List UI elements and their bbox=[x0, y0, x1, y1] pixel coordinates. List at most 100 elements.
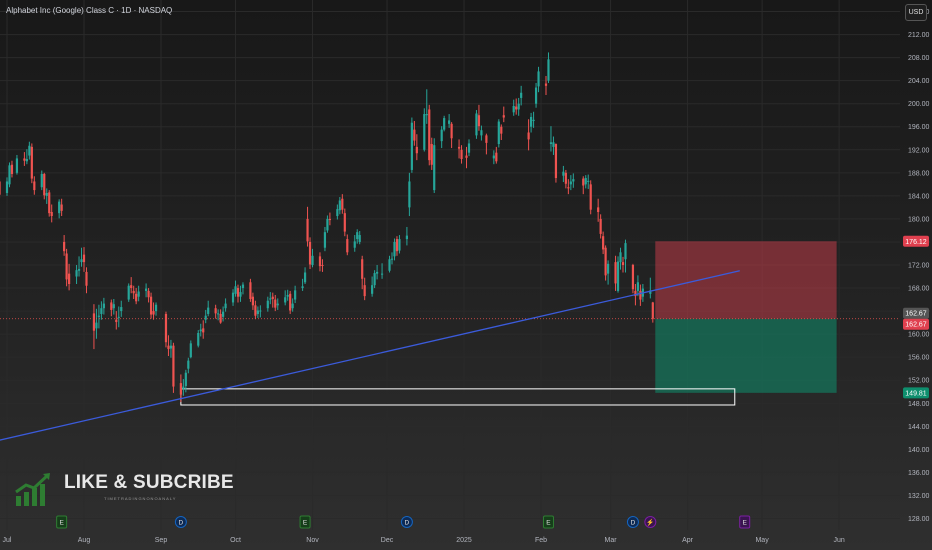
candle-body bbox=[224, 303, 227, 309]
event-symbol: D bbox=[405, 520, 410, 527]
candle-body bbox=[271, 296, 274, 299]
y-tick-label: 180.00 bbox=[908, 216, 930, 223]
candle-body bbox=[80, 259, 83, 263]
price-label-text: 176.12 bbox=[905, 239, 927, 246]
candle-body bbox=[214, 308, 217, 314]
y-tick-label: 128.00 bbox=[908, 516, 930, 523]
candle-body bbox=[149, 296, 153, 315]
candle-body bbox=[393, 241, 396, 257]
candle-body bbox=[425, 114, 428, 116]
event-symbol: E bbox=[546, 520, 551, 527]
candle-body bbox=[241, 284, 245, 289]
candle-body bbox=[291, 303, 294, 309]
candle-body bbox=[544, 83, 548, 86]
y-tick-label: 212.00 bbox=[908, 32, 930, 39]
candle-body bbox=[380, 273, 384, 275]
trendline[interactable] bbox=[0, 270, 740, 441]
candle-body bbox=[336, 209, 339, 217]
candle-body bbox=[318, 256, 322, 267]
candle-body bbox=[356, 232, 359, 240]
candle-body bbox=[137, 291, 140, 297]
candle-body bbox=[130, 285, 133, 289]
candle-body bbox=[631, 265, 635, 290]
candle-body bbox=[527, 132, 530, 140]
candle-body bbox=[410, 122, 413, 170]
support-rectangle bbox=[180, 388, 736, 406]
candle-body bbox=[398, 239, 401, 251]
candle-body bbox=[497, 121, 500, 145]
candle-body bbox=[415, 146, 418, 154]
candle-body bbox=[266, 300, 269, 309]
candle-body bbox=[45, 192, 48, 196]
candle-body bbox=[97, 315, 101, 317]
candle-body bbox=[189, 343, 192, 358]
y-tick-label: 148.00 bbox=[908, 401, 930, 408]
y-tick-label: 152.00 bbox=[908, 378, 930, 385]
candle-body bbox=[15, 158, 19, 173]
candle-body bbox=[33, 181, 36, 191]
candle-body bbox=[311, 255, 314, 265]
candle-body bbox=[234, 286, 237, 294]
x-tick-label: 2025 bbox=[456, 537, 472, 544]
candle-body bbox=[115, 319, 118, 323]
candle-body bbox=[294, 290, 297, 300]
candle-body bbox=[413, 129, 416, 141]
candle-body bbox=[117, 316, 120, 318]
candle-body bbox=[8, 165, 11, 185]
candle-body bbox=[169, 345, 173, 349]
x-tick-label: Nov bbox=[306, 537, 319, 544]
event-symbol: D bbox=[631, 520, 636, 527]
candle-body bbox=[28, 145, 31, 156]
support-box bbox=[180, 388, 736, 406]
candle-body bbox=[443, 118, 446, 130]
candle-body bbox=[323, 232, 327, 248]
candle-body bbox=[467, 143, 471, 153]
candle-body bbox=[572, 179, 575, 182]
split-marker bbox=[644, 516, 657, 528]
candle-body bbox=[475, 113, 478, 136]
candle-body bbox=[363, 285, 366, 297]
candle-body bbox=[63, 241, 66, 252]
price-label-target bbox=[903, 387, 929, 399]
y-tick-label: 208.00 bbox=[908, 55, 930, 62]
y-tick-label: 188.00 bbox=[908, 170, 930, 177]
candle-body bbox=[564, 172, 567, 184]
candle-body bbox=[361, 259, 364, 279]
candle-body bbox=[537, 71, 540, 87]
candle-body bbox=[30, 146, 33, 179]
candle-body bbox=[306, 218, 309, 242]
candle-body bbox=[219, 313, 222, 323]
target-zone bbox=[655, 318, 837, 393]
candle-body bbox=[341, 198, 344, 210]
candle-body bbox=[567, 187, 570, 189]
candle-body bbox=[534, 87, 538, 104]
candle-body bbox=[448, 120, 451, 124]
candle-body bbox=[602, 236, 605, 250]
candle-body bbox=[604, 247, 607, 276]
candle-body bbox=[182, 386, 185, 389]
candle-body bbox=[587, 180, 590, 182]
candle-body bbox=[552, 142, 555, 147]
candle-body bbox=[135, 293, 138, 302]
candle-body bbox=[430, 144, 433, 165]
x-tick-label: May bbox=[755, 537, 769, 544]
candles bbox=[0, 52, 654, 403]
candle-body bbox=[515, 106, 518, 110]
y-tick-label: 160.00 bbox=[908, 332, 930, 339]
event-symbol: E bbox=[743, 520, 748, 527]
dividend-marker bbox=[400, 516, 413, 528]
earnings-marker bbox=[542, 515, 554, 529]
candle-body bbox=[184, 372, 187, 386]
currency-button[interactable]: USD bbox=[905, 4, 927, 21]
candle-body bbox=[477, 115, 481, 127]
candle-body bbox=[358, 235, 361, 242]
stop-zone bbox=[655, 241, 837, 319]
candle-body bbox=[408, 181, 411, 208]
candle-body bbox=[512, 106, 515, 113]
candle-body bbox=[251, 296, 255, 306]
candle-body bbox=[48, 192, 51, 214]
candle-body bbox=[457, 146, 461, 149]
candle-body bbox=[599, 218, 602, 234]
